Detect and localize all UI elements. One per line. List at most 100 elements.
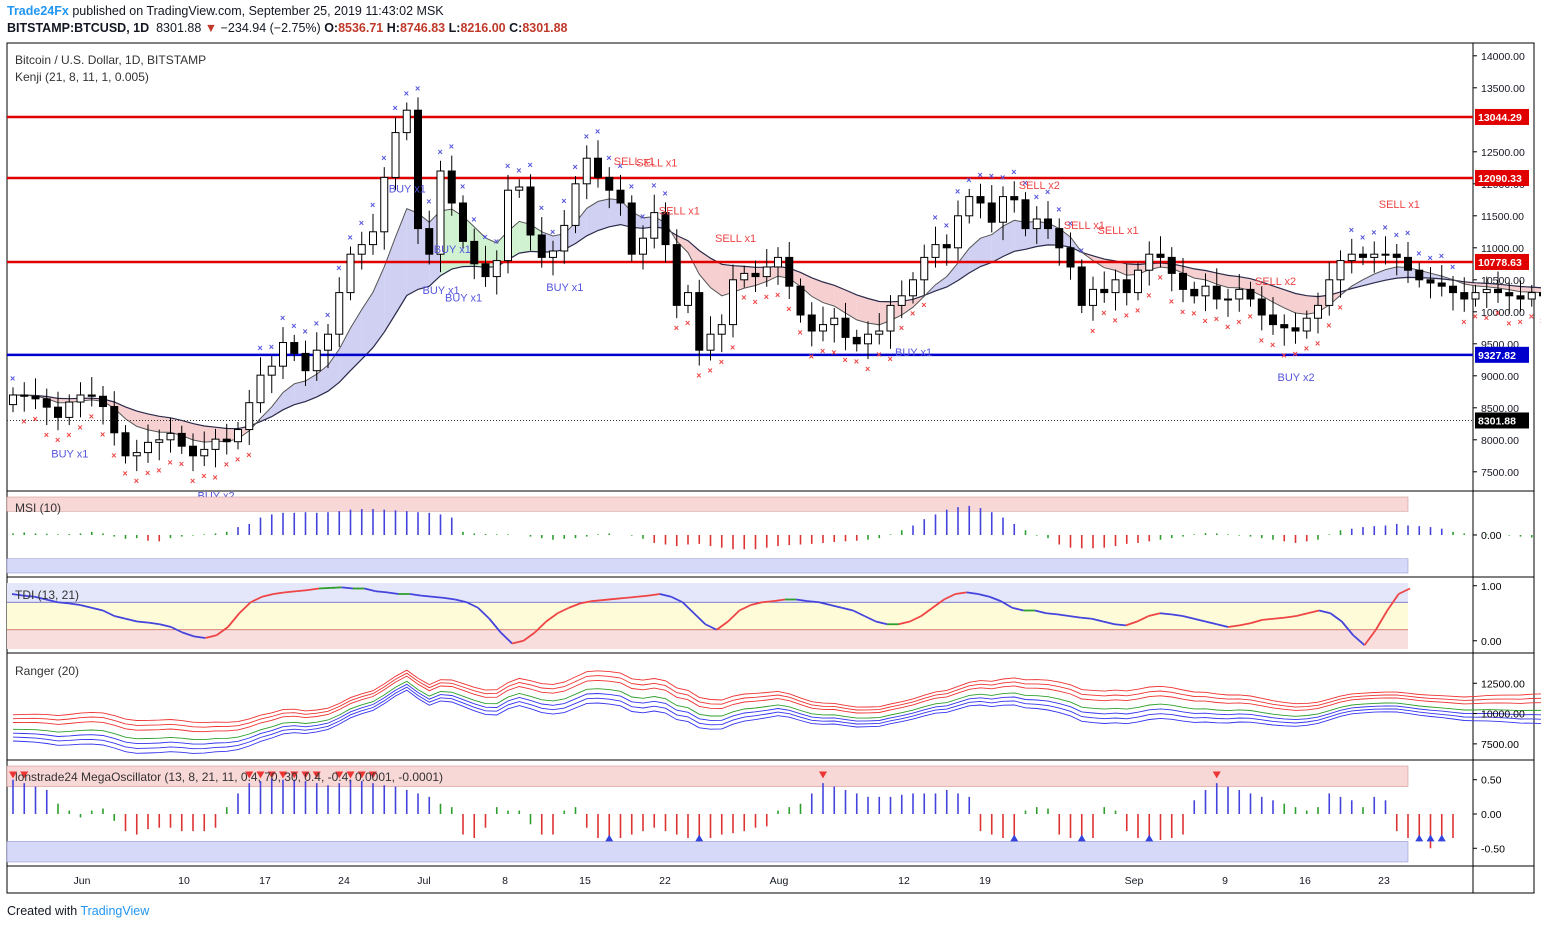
candle-body [436,170,445,255]
sell-marker: × [33,414,38,424]
candle-body [1370,253,1379,258]
sell-marker: × [708,365,713,375]
candle-body [1066,247,1075,268]
candle-body [931,244,940,258]
buy-marker: × [494,236,499,246]
tdi-line-segment [1000,600,1013,609]
candle-body [1494,288,1502,294]
buy-signal-label: BUY x1 [389,184,426,196]
candle-body [1381,253,1390,256]
tdi-line-segment [511,639,524,645]
buy-marker: × [1450,262,1455,272]
sell-signal-label: SELL x2 [1255,276,1296,288]
ranger-pane: 12500.00 10000.00 7500.00 Ranger (20) [12,664,1541,754]
sell-marker: × [1270,340,1275,350]
tdi-line-segment [421,594,433,598]
sell-marker: × [921,300,926,310]
buy-marker: × [1011,167,1016,177]
level-label: 9327.82 [1478,350,1516,362]
kenji-cloud-segment [609,198,621,227]
kenji-cloud-segment [485,237,497,268]
sell-marker: × [55,435,60,445]
mega-sell-triangle [9,771,17,779]
candle-body [1336,260,1345,281]
buy-marker: × [438,147,443,157]
tdi-line-segment [466,601,479,609]
buy-marker: × [989,171,994,181]
candle-body [279,342,287,367]
candle-body [807,314,816,332]
tdi-line-segment [318,587,331,590]
sell-marker: × [123,468,128,478]
sell-marker: × [854,356,859,366]
buy-marker: × [348,233,353,243]
kenji-cloud-segment [868,298,880,325]
sell-signal-label: SELL x1 [715,233,756,245]
mega-buy-triangle [605,834,614,842]
tdi-line-segment [762,600,774,604]
publisher-brand[interactable]: Trade24Fx [7,4,69,18]
main-pane: 14000.0013500.0012500.0012000.0011500.00… [7,51,1541,502]
sell-marker: × [674,323,679,333]
sell-marker: × [179,459,184,469]
candle-body [9,394,17,406]
sell-marker: × [843,355,848,365]
tdi-line-segment [920,607,934,617]
buy-marker: × [303,327,308,337]
sell-marker: × [1158,273,1163,283]
candle-body [380,176,389,233]
x-tick-label: 24 [338,875,350,887]
buy-marker: × [1000,172,1005,182]
sell-marker: × [201,471,206,481]
buy-marker: × [280,313,285,323]
buy-marker: × [966,175,971,185]
msi-upper-band [6,496,1409,512]
kenji-cloud-segment [305,374,317,402]
tdi-line-segment [23,594,35,598]
buy-marker: × [359,218,364,228]
tdi-line-segment [955,591,967,595]
sell-marker: × [1293,349,1298,359]
buy-marker: × [483,232,488,242]
buy-marker: × [415,83,420,93]
tdi-line-segment [1011,606,1024,612]
sell-marker: × [1473,312,1478,322]
mega-buy-triangle [1426,834,1435,842]
tradingview-logo[interactable]: TradingView [80,904,150,918]
tdi-line-segment [670,595,683,604]
candle-body [582,157,591,185]
tdi-line-segment [386,591,399,595]
candle-body [1437,282,1446,287]
candle-body [650,212,659,239]
ranger-line [12,669,1541,724]
y-tick-label: 0.00 [1481,636,1502,648]
sell-marker: × [820,346,825,356]
buy-marker: × [1428,253,1433,263]
sell-marker: × [224,460,229,470]
tdi-line-segment [727,609,741,623]
sell-marker: × [100,429,105,439]
msi-pane-title: MSI (10) [15,501,61,515]
tdi-line-segment [273,591,285,595]
x-tick-label: 22 [659,875,671,887]
mega-sell-triangle [267,771,276,779]
buy-marker: × [1023,178,1028,188]
candle-body [1359,253,1367,258]
y-tick-label: 1.00 [1481,581,1502,593]
buy-marker: × [1383,222,1388,232]
buy-marker: × [550,227,555,237]
candle-body [1404,256,1412,271]
candle-body [155,439,164,443]
candle-body [324,333,332,351]
tdi-line-segment [580,600,592,605]
kenji-cloud-segment [159,416,171,433]
sell-marker: × [719,357,724,367]
candle-body [256,374,265,404]
mega-buy-triangle [1415,834,1424,842]
sell-marker: × [876,349,881,359]
buy-marker: × [955,186,960,196]
sell-marker: × [1090,326,1095,336]
x-tick-label: 16 [1299,875,1311,887]
sell-marker: × [865,364,870,374]
